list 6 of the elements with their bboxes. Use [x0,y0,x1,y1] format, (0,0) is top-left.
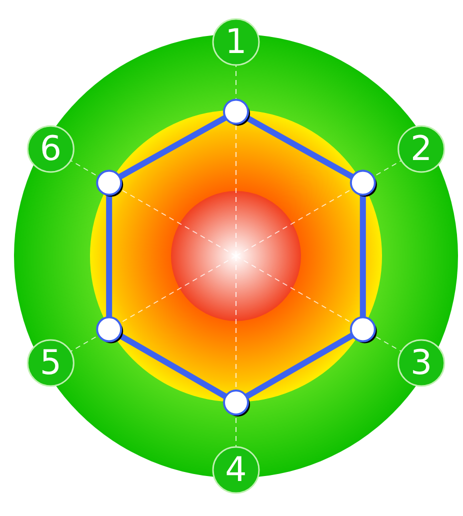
spoke-label: 6 [40,129,62,169]
spoke-label: 1 [225,22,247,62]
spoke-label: 4 [225,450,247,490]
spoke-label: 3 [410,343,432,383]
spoke-label: 2 [410,129,432,169]
spoke-label: 5 [40,343,62,383]
